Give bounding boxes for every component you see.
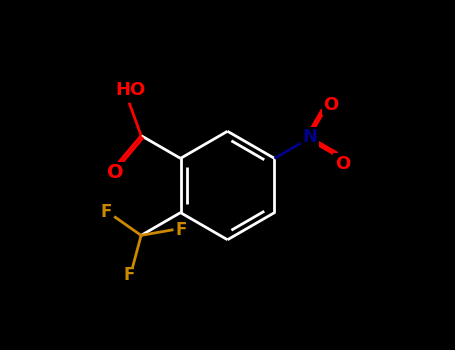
Text: HO: HO (116, 82, 146, 99)
Text: O: O (323, 96, 339, 114)
Text: F: F (101, 203, 112, 221)
Text: O: O (107, 163, 123, 182)
Text: O: O (334, 155, 350, 173)
Text: N: N (302, 128, 317, 146)
Text: F: F (175, 221, 187, 239)
Text: F: F (124, 266, 135, 284)
